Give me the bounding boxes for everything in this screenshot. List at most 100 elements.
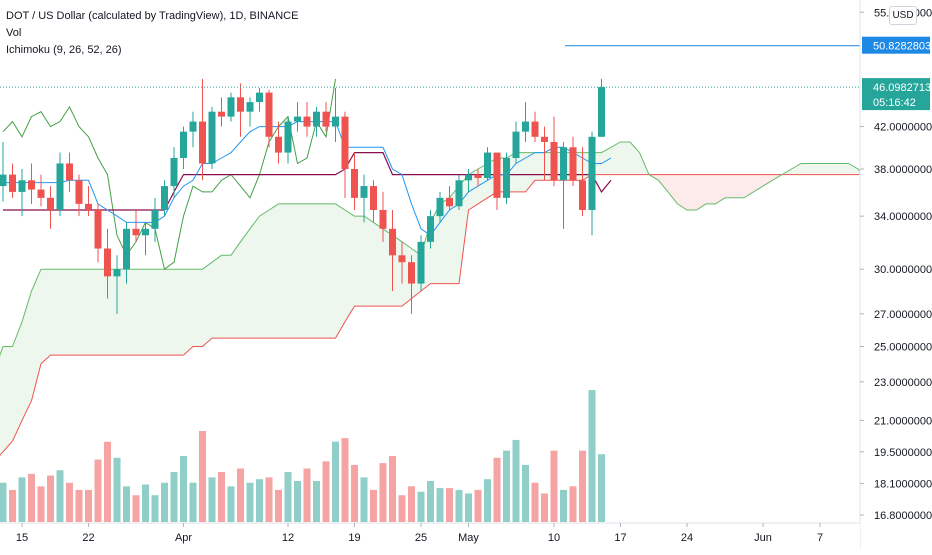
candle-body[interactable] <box>18 180 26 192</box>
candle-body[interactable] <box>322 111 330 127</box>
volume-bar[interactable] <box>284 472 292 522</box>
volume-bar[interactable] <box>550 450 558 522</box>
volume-bar[interactable] <box>151 495 159 522</box>
candle-body[interactable] <box>484 152 491 179</box>
volume-bar[interactable] <box>341 438 349 522</box>
volume-bar[interactable] <box>360 477 368 522</box>
candle-body[interactable] <box>0 174 7 187</box>
candle-body[interactable] <box>493 152 501 198</box>
candle-body[interactable] <box>465 174 472 181</box>
candle-body[interactable] <box>541 136 548 142</box>
volume-bar[interactable] <box>104 441 111 522</box>
volume-bar[interactable] <box>436 488 444 522</box>
volume-bar[interactable] <box>275 489 282 522</box>
candle-body[interactable] <box>56 163 64 210</box>
volume-bar[interactable] <box>9 489 16 522</box>
candle-body[interactable] <box>579 180 586 210</box>
volume-bar[interactable] <box>322 461 330 522</box>
candle-body[interactable] <box>9 174 16 192</box>
volume-bar[interactable] <box>379 463 387 522</box>
volume-bar[interactable] <box>199 431 206 522</box>
volume-bar[interactable] <box>256 479 263 522</box>
candle-body[interactable] <box>360 186 368 198</box>
candle-body[interactable] <box>151 209 159 229</box>
candle-body[interactable] <box>560 147 567 181</box>
symbol-title[interactable]: DOT / US Dollar (calculated by TradingVi… <box>6 10 299 22</box>
candle-body[interactable] <box>47 197 54 210</box>
volume-bar[interactable] <box>398 495 406 522</box>
volume-bar[interactable] <box>408 486 415 522</box>
candle-body[interactable] <box>294 116 301 122</box>
indicator-ichimoku-label[interactable]: Ichimoku (9, 26, 52, 26) <box>6 44 122 56</box>
volume-bar[interactable] <box>465 493 472 522</box>
time-axis[interactable] <box>0 523 860 550</box>
volume-bar[interactable] <box>446 488 453 522</box>
alert-price-badge[interactable] <box>862 36 930 54</box>
volume-bar[interactable] <box>474 489 482 522</box>
volume-bar[interactable] <box>579 450 586 522</box>
candle-body[interactable] <box>218 111 225 117</box>
candle-body[interactable] <box>569 147 577 181</box>
candle-body[interactable] <box>512 131 520 158</box>
volume-bar[interactable] <box>598 454 605 522</box>
candle-body[interactable] <box>351 169 358 198</box>
candle-body[interactable] <box>170 157 178 187</box>
volume-bar[interactable] <box>132 495 140 522</box>
candle-body[interactable] <box>550 141 558 181</box>
candle-body[interactable] <box>75 180 83 204</box>
volume-bar[interactable] <box>142 484 149 522</box>
volume-bar[interactable] <box>94 459 102 522</box>
candle-body[interactable] <box>66 163 73 181</box>
candle-body[interactable] <box>341 116 349 169</box>
candle-body[interactable] <box>113 269 121 277</box>
volume-bar[interactable] <box>332 441 339 522</box>
volume-bar[interactable] <box>170 472 178 522</box>
volume-bar[interactable] <box>541 493 548 522</box>
candle-body[interactable] <box>85 203 92 210</box>
volume-bar[interactable] <box>237 468 244 522</box>
candle-body[interactable] <box>180 131 187 158</box>
volume-bar[interactable] <box>560 489 567 522</box>
candle-body[interactable] <box>123 228 130 270</box>
volume-bar[interactable] <box>18 477 26 522</box>
candle-body[interactable] <box>199 121 206 164</box>
candle-body[interactable] <box>531 121 539 137</box>
candle-body[interactable] <box>446 197 453 207</box>
volume-bar[interactable] <box>427 480 434 522</box>
volume-bar[interactable] <box>227 486 235 522</box>
candle-body[interactable] <box>28 180 35 190</box>
volume-bar[interactable] <box>56 470 64 522</box>
candle-body[interactable] <box>237 97 244 112</box>
volume-bar[interactable] <box>218 472 225 522</box>
candle-body[interactable] <box>189 121 197 132</box>
candle-body[interactable] <box>503 157 510 198</box>
volume-bar[interactable] <box>493 457 501 522</box>
last-price-badge[interactable] <box>862 78 930 111</box>
volume-bar[interactable] <box>66 482 73 522</box>
candle-body[interactable] <box>284 121 292 153</box>
candle-body[interactable] <box>417 241 425 284</box>
candle-body[interactable] <box>313 111 320 127</box>
volume-bar[interactable] <box>37 486 45 522</box>
volume-bar[interactable] <box>189 482 197 522</box>
volume-bar[interactable] <box>294 480 301 522</box>
candle-body[interactable] <box>256 92 263 103</box>
candle-body[interactable] <box>161 186 168 210</box>
candle-body[interactable] <box>332 116 339 127</box>
volume-bar[interactable] <box>313 480 320 522</box>
volume-bar[interactable] <box>303 468 311 522</box>
candle-body[interactable] <box>588 136 596 210</box>
volume-bar[interactable] <box>531 482 539 522</box>
volume-bar[interactable] <box>512 439 520 522</box>
volume-bar[interactable] <box>569 486 577 522</box>
candle-body[interactable] <box>398 255 406 263</box>
candle-body[interactable] <box>265 92 273 137</box>
volume-bar[interactable] <box>0 482 7 522</box>
volume-bar[interactable] <box>113 457 121 522</box>
volume-bar[interactable] <box>265 477 273 522</box>
ichimoku-span-a-line[interactable] <box>0 141 878 373</box>
candle-body[interactable] <box>208 111 216 164</box>
ichimoku-span-b-line[interactable] <box>0 174 877 463</box>
volume-bar[interactable] <box>28 473 35 522</box>
